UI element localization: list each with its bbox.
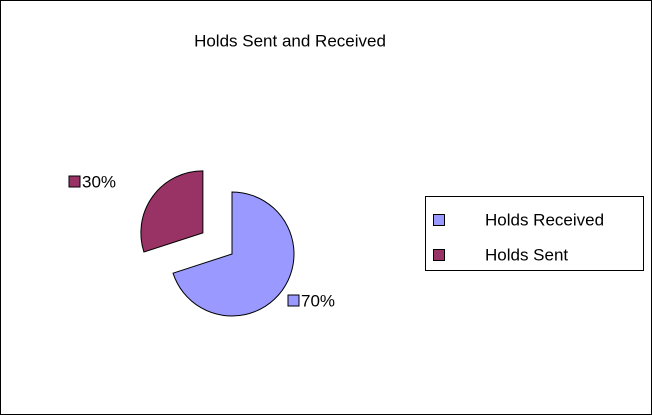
legend-label: Holds Sent: [485, 245, 568, 264]
legend-box: [425, 196, 644, 271]
legend-key: [433, 249, 445, 261]
chart-title: Holds Sent and Received: [194, 31, 386, 50]
pie-slice: [140, 170, 204, 253]
data-label: 30%: [82, 172, 116, 191]
legend-label: Holds Received: [485, 210, 604, 229]
data-label-key: [68, 175, 81, 188]
data-label-key: [287, 294, 300, 307]
legend-key: [433, 214, 445, 226]
data-label: 70%: [301, 291, 335, 310]
pie-slice: [172, 191, 295, 317]
